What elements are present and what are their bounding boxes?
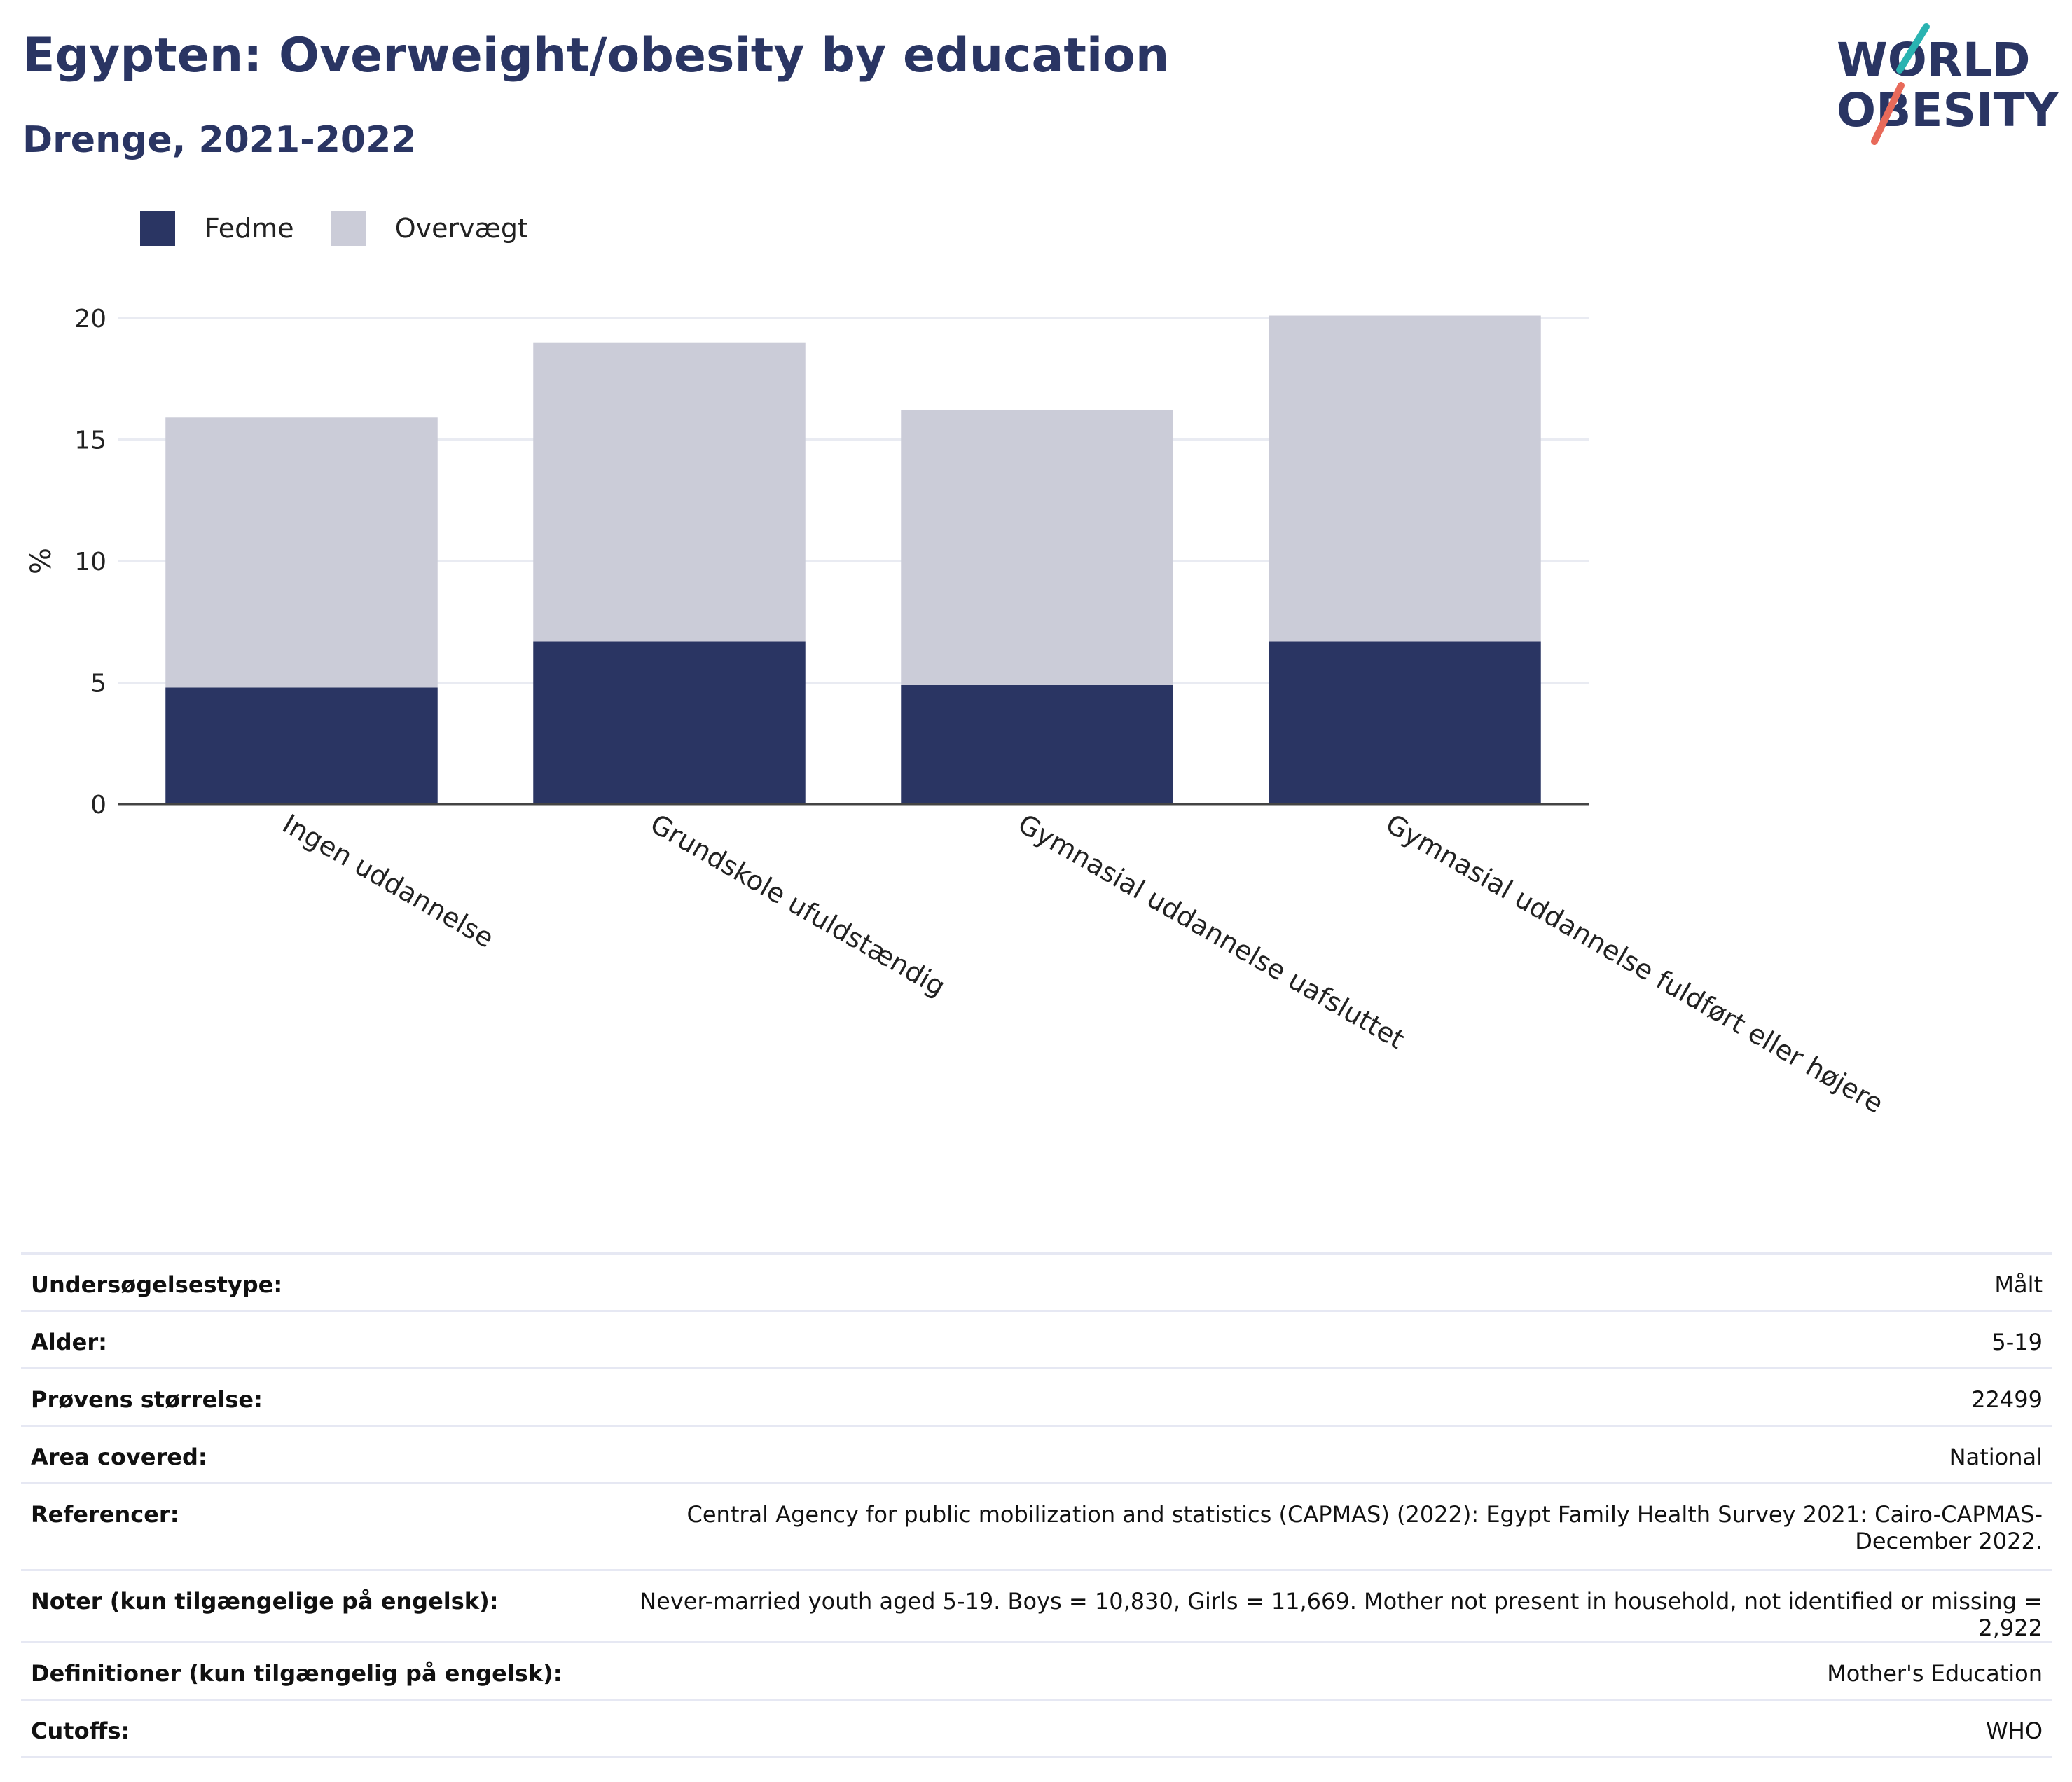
legend-item-fedme[interactable]: Fedme: [140, 211, 294, 246]
meta-key: Referencer:: [21, 1482, 572, 1570]
bar-fedme: [533, 641, 806, 804]
meta-key: Definitioner (kun tilgængelig på engelsk…: [21, 1641, 572, 1700]
bar-fedme: [165, 687, 438, 804]
y-axis-label: %: [25, 548, 57, 574]
world-obesity-logo[interactable]: WORLD OBESITY: [1821, 21, 2059, 147]
meta-row: Prøvens størrelse: 22499: [21, 1367, 2052, 1426]
meta-value: 5-19: [572, 1310, 2052, 1369]
meta-key: Noter (kun tilgængelige på engelsk):: [21, 1569, 572, 1643]
bar-fedme: [1269, 641, 1541, 804]
legend-label-overvaegt: Overvægt: [394, 213, 528, 244]
logo-line1: WORLD: [1837, 33, 2031, 87]
meta-value: Mother's Education: [572, 1641, 2052, 1700]
meta-row: Undersøgelsestype: Målt: [21, 1252, 2052, 1311]
bar-fedme: [901, 684, 1173, 804]
meta-value: WHO: [572, 1699, 2052, 1758]
y-tick-label: 10: [74, 548, 106, 576]
meta-row: Definitioner (kun tilgængelig på engelsk…: [21, 1641, 2052, 1700]
logo-line2: OBESITY: [1837, 83, 2059, 137]
y-tick-label: 0: [90, 791, 106, 820]
meta-key: Alder:: [21, 1310, 572, 1369]
meta-value: 22499: [572, 1367, 2052, 1426]
y-tick-label: 15: [74, 427, 106, 455]
meta-key: Cutoffs:: [21, 1699, 572, 1758]
survey-metadata-table: Undersøgelsestype: Målt Alder: 5-19 Prøvens …: [21, 1252, 2052, 1758]
logo-coral-stroke: [1871, 82, 1905, 145]
legend-swatch-fedme: [140, 211, 175, 246]
x-tick-label: Ingen uddannelse: [277, 808, 499, 954]
chart-subtitle: Drenge, 2021-2022: [22, 119, 417, 161]
bar-overvaegt: [901, 410, 1173, 685]
bar-overvaegt: [165, 417, 438, 688]
meta-row: Noter (kun tilgængelige på engelsk): Neve…: [21, 1569, 2052, 1643]
meta-value: National: [572, 1425, 2052, 1484]
y-tick-label: 5: [90, 670, 106, 698]
bar-overvaegt: [1269, 315, 1541, 642]
meta-key: Prøvens størrelse:: [21, 1367, 572, 1426]
meta-key: Undersøgelsestype:: [21, 1252, 572, 1311]
meta-value: Målt: [572, 1252, 2052, 1311]
meta-row: Cutoffs: WHO: [21, 1699, 2052, 1758]
meta-value: Never-married youth aged 5-19. Boys = 10…: [572, 1569, 2052, 1643]
x-tick-label: Gymnasial uddannelse uafsluttet: [1013, 808, 1410, 1056]
meta-value: Central Agency for public mobilization a…: [572, 1482, 2052, 1570]
logo-teal-stroke: [1896, 23, 1930, 74]
x-tick-label: Grundskole ufuldstændig: [645, 808, 951, 1002]
y-tick-label: 20: [74, 305, 106, 333]
legend-item-overvaegt[interactable]: Overvægt: [330, 211, 528, 246]
chart-legend: Fedme Overvægt: [140, 207, 565, 249]
legend-label-fedme: Fedme: [205, 213, 294, 244]
legend-swatch-overvaegt: [330, 211, 366, 246]
x-tick-label: Gymnasial uddannelse fuldført eller høje…: [1381, 808, 1888, 1119]
meta-key: Area covered:: [21, 1425, 572, 1484]
bar-overvaegt: [533, 342, 806, 642]
stacked-bar-chart: 0 5 10 15 20% Ingen uddannelse Grundskole uful…: [25, 305, 1888, 1119]
meta-row: Referencer: Central Agency for public mob…: [21, 1482, 2052, 1570]
meta-row: Alder: 5-19: [21, 1310, 2052, 1369]
chart-title: Egypten: Overweight/obesity by education: [22, 28, 1170, 83]
meta-row: Area covered: National: [21, 1425, 2052, 1484]
